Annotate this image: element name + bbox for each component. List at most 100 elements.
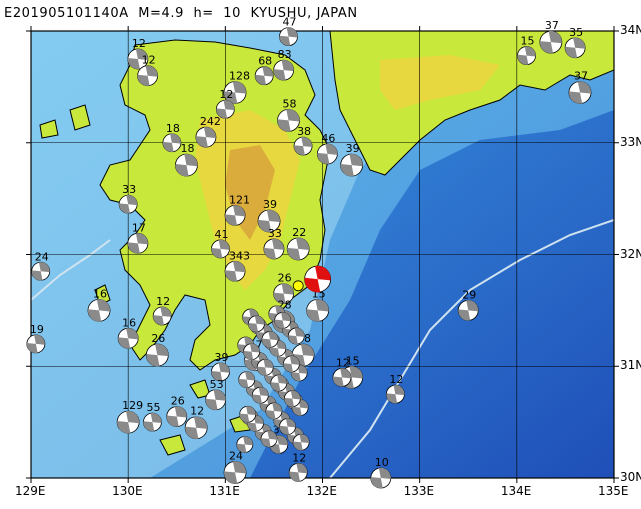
focal-mechanism[interactable] (236, 436, 254, 453)
focal-mechanism[interactable]: 17 (127, 221, 149, 254)
main-event-layer (292, 265, 332, 293)
focal-mechanism[interactable] (239, 405, 257, 423)
focal-mechanism[interactable] (256, 358, 274, 376)
event-depth-label: 55 (146, 401, 160, 414)
focal-mechanism[interactable]: 343 (224, 249, 250, 282)
compressional-quadrant (577, 81, 592, 94)
compressional-quadrant (300, 343, 315, 357)
event-depth-label: 83 (278, 48, 292, 61)
focal-mechanism[interactable]: 12 (184, 405, 208, 440)
focal-mechanism[interactable]: 12 (385, 373, 405, 404)
focal-mechanism[interactable] (270, 374, 288, 392)
event-depth-label: 12 (142, 54, 156, 67)
focal-mechanism[interactable]: 39 (257, 198, 281, 233)
focal-mechanism[interactable]: 12 (137, 54, 159, 87)
focal-mechanism[interactable] (238, 371, 256, 389)
focal-mechanism[interactable]: 16 (87, 287, 111, 322)
focal-mechanism[interactable] (243, 343, 260, 361)
focal-mechanism[interactable]: 19 (26, 323, 46, 354)
focal-mechanism[interactable]: 12 (332, 356, 352, 387)
focal-mechanism[interactable] (261, 331, 279, 348)
focal-mechanism[interactable]: 55 (143, 401, 162, 432)
focal-mechanism[interactable]: 53 (205, 378, 227, 411)
focal-mechanism[interactable] (291, 399, 309, 416)
focal-mechanism[interactable]: 22 (286, 226, 310, 261)
focal-mechanism[interactable]: 15 (517, 35, 536, 65)
focal-mechanism[interactable]: 121 (224, 193, 250, 226)
focal-mechanism[interactable]: 39 (211, 351, 230, 382)
compressional-quadrant (246, 406, 256, 416)
event-depth-label: 12 (389, 373, 403, 386)
focal-mechanism[interactable]: 33 (263, 227, 285, 260)
focal-mechanism[interactable]: 16 (117, 316, 139, 349)
event-depth-label: 37 (574, 69, 588, 82)
focal-mechanism[interactable]: 10 (370, 456, 392, 489)
focal-mechanism[interactable]: 35 (564, 26, 586, 59)
focal-mechanism[interactable]: 15 (306, 287, 330, 322)
focal-mechanism[interactable]: 12 (215, 88, 235, 119)
epicenter-marker[interactable] (292, 280, 304, 292)
focal-mechanism[interactable] (283, 355, 300, 373)
compressional-quadrant (293, 441, 303, 451)
focal-mechanism[interactable]: 18 (162, 122, 182, 153)
focal-mechanism[interactable]: 24 (223, 449, 247, 484)
compressional-quadrant (304, 277, 321, 293)
compressional-quadrant (287, 247, 301, 261)
compressional-quadrant (539, 41, 554, 54)
focal-mechanism[interactable] (260, 430, 278, 448)
event-depth-label: 26 (151, 332, 165, 345)
focal-mechanism[interactable]: 18 (175, 142, 198, 177)
compressional-quadrant (315, 265, 331, 281)
focal-mechanism[interactable]: 29 (457, 288, 479, 321)
focal-mechanism[interactable]: 129 (116, 399, 143, 434)
focal-mechanism[interactable]: 47 (279, 16, 298, 46)
focal-mechanism[interactable]: 26 (145, 332, 169, 367)
focal-mechanism[interactable] (283, 390, 301, 408)
compressional-quadrant (160, 306, 172, 317)
compressional-quadrant (247, 422, 258, 432)
focal-mechanism[interactable]: 37 (539, 19, 563, 54)
compressional-quadrant (285, 418, 296, 428)
compressional-quadrant (243, 350, 254, 360)
focal-mechanism[interactable] (304, 265, 332, 293)
focal-mechanism[interactable]: 128 (223, 69, 250, 104)
focal-mechanism[interactable] (292, 433, 310, 451)
focal-mechanism[interactable]: 58 (277, 97, 300, 132)
compressional-quadrant (283, 363, 294, 373)
focal-mechanism[interactable] (274, 312, 292, 329)
focal-mechanism[interactable] (287, 327, 305, 345)
focal-mechanism[interactable]: 83 (273, 48, 295, 81)
compressional-quadrant (248, 322, 259, 332)
compressional-quadrant (232, 81, 247, 94)
focal-mechanism[interactable] (279, 418, 296, 435)
focal-mechanism[interactable]: 33 (118, 183, 138, 214)
focal-mechanism[interactable]: 41 (211, 228, 230, 259)
compressional-quadrant (257, 366, 267, 376)
compressional-quadrant (291, 372, 301, 382)
focal-mechanism[interactable]: 39 (340, 142, 364, 177)
focal-mechanism[interactable]: 26 (273, 272, 295, 305)
focal-mechanism[interactable]: 12 (288, 451, 308, 482)
focal-mechanism[interactable] (251, 386, 269, 404)
compressional-quadrant (281, 283, 294, 295)
focal-mechanism[interactable]: 24 (31, 250, 51, 281)
lon-label: 135E (598, 484, 629, 498)
focal-mechanism[interactable]: 12 (152, 295, 172, 326)
compressional-quadrant (288, 335, 298, 345)
compressional-quadrant (262, 66, 274, 77)
compressional-quadrant (205, 398, 218, 410)
focal-mechanism[interactable] (265, 402, 283, 420)
focal-mechanism[interactable]: 242 (195, 115, 221, 148)
focal-mechanism[interactable]: 12 (127, 37, 149, 70)
compressional-quadrant (31, 270, 43, 281)
focal-mechanism[interactable]: 37 (568, 69, 592, 104)
focal-mechanism[interactable]: 46 (316, 132, 338, 165)
focal-mechanism[interactable]: 26 (166, 395, 188, 427)
focal-mechanism[interactable] (248, 315, 265, 333)
compressional-quadrant (218, 239, 230, 250)
focal-mechanism[interactable]: 68 (254, 55, 274, 86)
compressional-quadrant (96, 299, 111, 312)
compressional-quadrant (185, 426, 199, 439)
focal-mechanism[interactable]: 38 (293, 125, 313, 156)
